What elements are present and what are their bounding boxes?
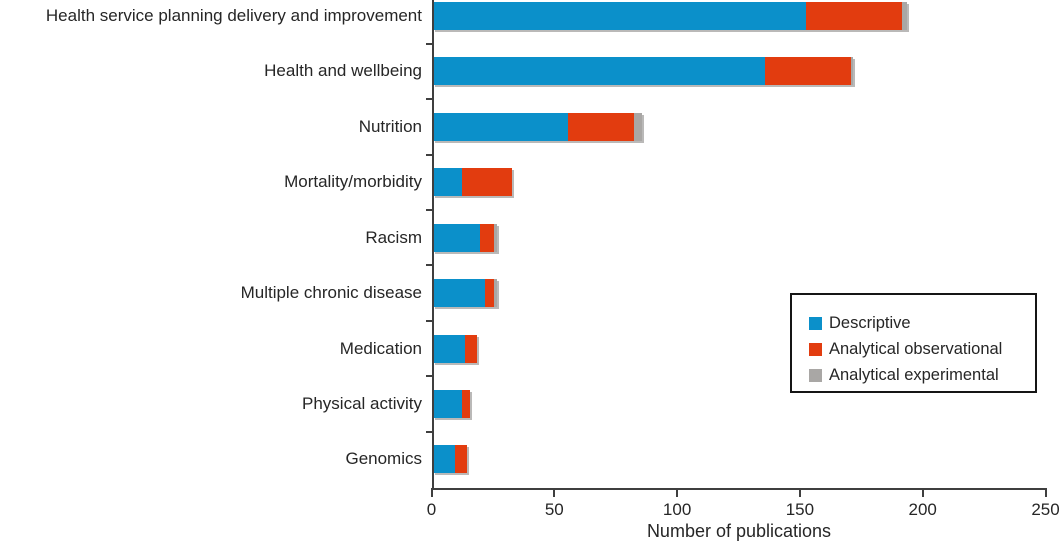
legend-swatch-icon xyxy=(809,316,822,330)
bar-segment-analytical-observational xyxy=(806,2,903,30)
bar-segment-descriptive xyxy=(433,223,480,252)
x-tick xyxy=(921,490,924,497)
bar-row xyxy=(433,112,642,141)
bar-segment-analytical-experimental xyxy=(902,2,907,30)
category-label: Health and wellbeing xyxy=(264,61,422,81)
x-tick xyxy=(676,490,679,497)
legend-label: Analytical experimental xyxy=(829,365,999,384)
x-tick xyxy=(798,490,801,497)
bar-row xyxy=(433,445,468,474)
category-label: Multiple chronic disease xyxy=(240,283,422,303)
category-label: Health service planning delivery and imp… xyxy=(45,6,422,25)
bar-segment-descriptive xyxy=(433,279,485,308)
bar-row xyxy=(433,168,512,197)
category-label: Genomics xyxy=(345,449,422,469)
bar-segment-analytical-observational xyxy=(568,112,635,141)
category-label: Mortality/morbidity xyxy=(284,172,422,192)
y-tick xyxy=(426,375,432,378)
bar-row xyxy=(433,57,853,86)
bar-segment-analytical-experimental xyxy=(850,57,853,86)
x-tick-label: 250 xyxy=(1031,500,1060,519)
legend-item: Analytical experimental xyxy=(809,362,1035,388)
bar-segment-descriptive xyxy=(433,389,463,418)
y-axis-line xyxy=(432,0,434,490)
bar-segment-descriptive xyxy=(433,168,463,197)
bar-segment-descriptive xyxy=(433,445,456,474)
bar-row xyxy=(433,223,497,252)
x-tick-label: 150 xyxy=(785,500,815,519)
y-tick xyxy=(426,208,432,211)
bar-row xyxy=(433,334,478,363)
bar-segment-descriptive xyxy=(433,57,765,86)
category-label: Nutrition xyxy=(358,116,422,136)
x-axis-title: Number of publications xyxy=(646,521,832,541)
x-tick-label: 200 xyxy=(908,500,937,519)
bar-segment-analytical-observational xyxy=(464,334,478,363)
x-tick-label: 0 xyxy=(426,500,437,519)
bar-row xyxy=(433,2,907,30)
legend-item: Descriptive xyxy=(809,310,1035,336)
bar-row xyxy=(433,279,497,308)
legend: Descriptive Analytical observational Analy… xyxy=(790,293,1037,393)
bar-segment-descriptive xyxy=(433,112,569,141)
category-label: Physical activity xyxy=(302,393,422,413)
bar-segment-analytical-observational xyxy=(484,279,495,308)
bar-segment-analytical-experimental xyxy=(494,223,497,252)
x-axis-line xyxy=(431,488,1047,490)
bar-segment-analytical-observational xyxy=(462,168,512,197)
bar-segment-analytical-experimental xyxy=(634,112,642,141)
bar-segment-analytical-observational xyxy=(479,223,495,252)
y-tick xyxy=(426,264,432,267)
category-label: Racism xyxy=(365,227,422,247)
x-tick-label: 50 xyxy=(544,500,564,519)
y-tick xyxy=(426,153,432,156)
bar-segment-analytical-experimental xyxy=(494,279,497,308)
y-tick xyxy=(426,42,432,45)
category-label: Medication xyxy=(339,338,422,358)
legend-swatch-icon xyxy=(809,368,822,382)
y-tick xyxy=(426,430,432,433)
legend-label: Analytical observational xyxy=(829,339,1003,358)
x-tick xyxy=(430,490,433,497)
bar-segment-descriptive xyxy=(433,2,807,30)
bar-segment-analytical-observational xyxy=(764,57,851,86)
legend-item: Analytical observational xyxy=(809,336,1035,362)
y-tick xyxy=(426,98,432,101)
x-tick xyxy=(1044,490,1047,497)
bar-segment-descriptive xyxy=(433,334,465,363)
x-tick-label: 100 xyxy=(662,500,692,519)
legend-label: Descriptive xyxy=(829,313,911,332)
x-tick xyxy=(553,490,556,497)
bar-segment-analytical-observational xyxy=(462,389,470,418)
legend-swatch-icon xyxy=(809,342,822,356)
y-tick xyxy=(426,319,432,322)
bar-segment-analytical-observational xyxy=(455,445,468,474)
bar-row xyxy=(433,389,470,418)
